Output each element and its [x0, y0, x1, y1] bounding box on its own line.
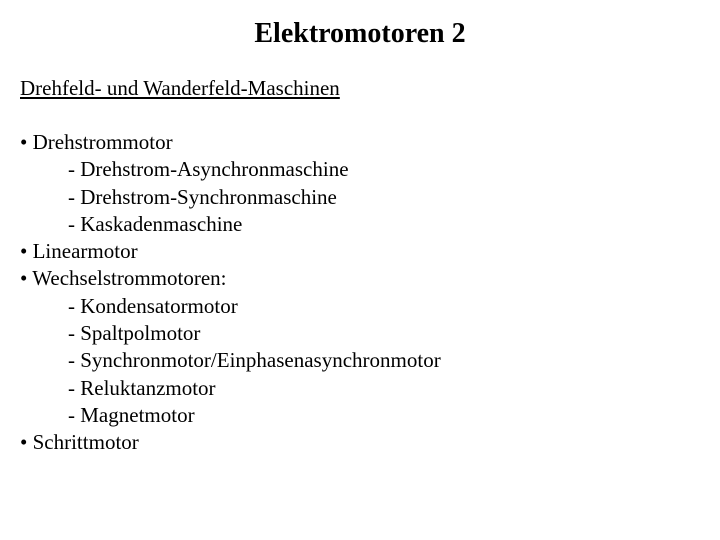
list-item: • Linearmotor [20, 238, 700, 265]
item-label: Drehstrommotor [33, 130, 173, 154]
list-subitem: - Kondensatormotor [68, 293, 700, 320]
item-label: Synchronmotor/Einphasenasynchronmotor [80, 348, 440, 372]
list-subitem: - Kaskadenmaschine [68, 211, 700, 238]
item-label: Spaltpolmotor [80, 321, 200, 345]
list-subitem: - Drehstrom-Synchronmaschine [68, 184, 700, 211]
list-subitem: - Drehstrom-Asynchronmaschine [68, 156, 700, 183]
list-subitem: - Synchronmotor/Einphasenasynchronmotor [68, 347, 700, 374]
list-item: • Schrittmotor [20, 429, 700, 456]
page-title: Elektromotoren 2 [20, 18, 700, 50]
item-label: Schrittmotor [33, 430, 139, 454]
item-label: Reluktanzmotor [80, 376, 215, 400]
item-label: Linearmotor [33, 239, 138, 263]
list-item: • Drehstrommotor [20, 129, 700, 156]
list-subitem: - Spaltpolmotor [68, 320, 700, 347]
item-label: Drehstrom-Synchronmaschine [80, 185, 337, 209]
list-subitem: - Reluktanzmotor [68, 375, 700, 402]
item-label: Drehstrom-Asynchronmaschine [80, 157, 348, 181]
item-label: Magnetmotor [80, 403, 194, 427]
section-heading: Drehfeld- und Wanderfeld-Maschinen [20, 76, 700, 101]
content-list: • Drehstrommotor - Drehstrom-Asynchronma… [20, 129, 700, 457]
list-item: • Wechselstrommotoren: [20, 265, 700, 292]
item-label: Kaskadenmaschine [80, 212, 242, 236]
list-subitem: - Magnetmotor [68, 402, 700, 429]
item-label: Wechselstrommotoren: [32, 266, 226, 290]
item-label: Kondensatormotor [80, 294, 237, 318]
